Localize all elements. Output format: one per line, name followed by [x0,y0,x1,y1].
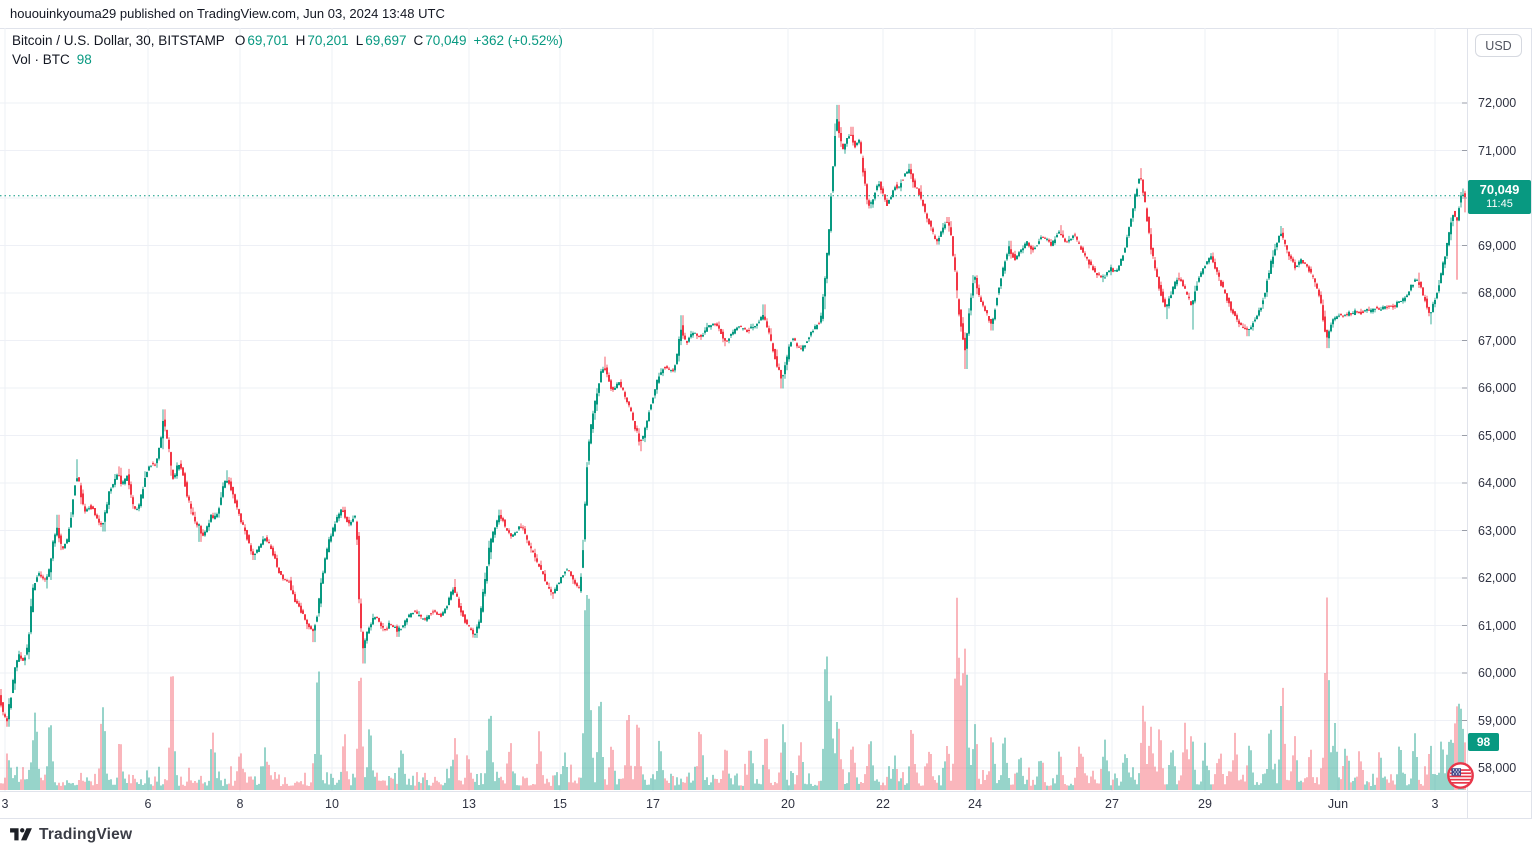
time-axis-label: 22 [876,797,890,811]
last-price-badge: 70,049 11:45 [1468,180,1531,214]
time-axis-separator [0,791,1531,792]
frame-top-border [0,28,1532,29]
legend-segment: 98 [76,52,92,67]
volume-value-badge: 98 [1468,733,1499,751]
frame-right-border [1531,28,1532,819]
legend-segment: C [413,33,424,48]
currency-toggle-button[interactable]: USD [1475,34,1522,57]
price-axis-label: 61,000 [1478,618,1517,633]
legend-segment: 70,201 [307,33,349,48]
price-axis-label: 68,000 [1478,286,1517,300]
legend-segment: 69,701 [247,33,289,48]
price-axis-label: 67,000 [1478,333,1517,348]
last-price-value: 70,049 [1479,182,1520,197]
legend-segment: Vol · BTC [12,52,70,67]
price-axis-label: 65,000 [1478,428,1517,443]
price-axis-label: 66,000 [1478,381,1517,395]
price-axis-label: 69,000 [1478,238,1517,253]
time-axis-label: Jun [1327,797,1349,811]
time-axis-label: 29 [1198,797,1212,811]
price-axis-label: 60,000 [1478,666,1517,680]
tradingview-logo-icon [10,827,32,840]
price-axis-separator [1467,28,1468,818]
time-axis-label: 15 [553,797,567,811]
tradingview-wordmark: TradingView [39,826,133,843]
time-axis-label: 3 [1431,797,1439,811]
price-chart-pane[interactable] [0,28,1467,791]
frame-bottom-border [0,818,1532,819]
legend-segment: H [295,33,306,48]
price-axis-ticks [1462,102,1467,769]
time-axis-label: 10 [325,797,339,811]
legend-segment: L [355,33,364,48]
legend-segment: 70,049 [425,33,467,48]
time-axis-label: 13 [462,797,476,811]
legend-segment: 69,697 [365,33,407,48]
time-axis-label: 27 [1105,797,1119,811]
gridlines [0,28,1467,791]
legend-segment: O [234,33,246,48]
volume-bars-up [8,595,1464,790]
legend-segment: Bitcoin / U.S. Dollar, 30, BITSTAMP [12,33,225,48]
time-axis-label: 17 [646,797,660,811]
price-axis-label: 64,000 [1478,476,1517,490]
time-axis[interactable]: 3 6 8 10 13 15 17 20 22 24 27 29 Jun 3 [0,791,1467,818]
price-axis-label: 63,000 [1478,523,1517,538]
us-flag-icon [1447,762,1474,789]
legend-symbol-ohlc-row[interactable]: Bitcoin / U.S. Dollar, 30, BITSTAMP O 69,7… [12,33,563,48]
time-axis-label: 24 [968,797,982,811]
price-axis-label: 59,000 [1478,713,1517,728]
legend-segment: +362 (+0.52%) [473,33,563,48]
attribution-text: hououinkyouma29 published on TradingView… [10,6,445,21]
legend-volume-row[interactable]: Vol · BTC 98 [12,52,563,67]
time-axis-label: 3 [1,797,9,811]
price-axis[interactable]: 72,000 71,000 69,000 68,000 67,000 66,000 65,0… [1468,28,1531,818]
price-axis-label: 71,000 [1478,143,1517,158]
volume-bars-down [0,597,1466,790]
chart-legend: Bitcoin / U.S. Dollar, 30, BITSTAMP O 69,7… [12,33,563,67]
bar-countdown-timer: 11:45 [1486,198,1513,211]
price-axis-label: 72,000 [1478,96,1517,110]
time-axis-label: 8 [236,797,244,811]
price-axis-label: 58,000 [1478,761,1517,775]
price-axis-label: 62,000 [1478,571,1517,585]
time-axis-label: 20 [781,797,795,811]
tradingview-logo[interactable]: TradingView [10,826,132,844]
time-axis-label: 6 [144,797,152,811]
